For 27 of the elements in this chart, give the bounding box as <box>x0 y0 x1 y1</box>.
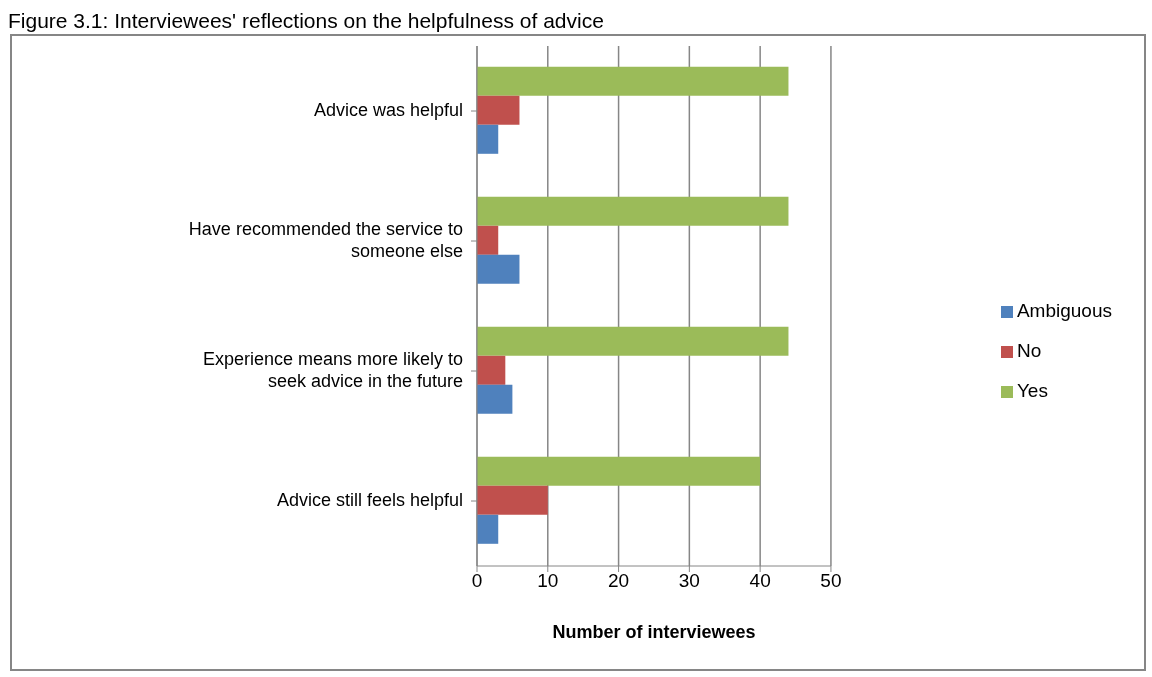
x-axis-title: Number of interviewees <box>552 622 756 642</box>
bar <box>477 456 761 486</box>
bar <box>477 514 499 544</box>
x-tick-label: 20 <box>608 570 630 592</box>
bar <box>477 225 499 255</box>
bar <box>477 124 499 154</box>
x-tick-label: 0 <box>471 570 483 592</box>
y-tick-label: Have recommended the service to someone else <box>188 218 463 261</box>
x-tick-label: 30 <box>678 570 700 592</box>
y-tick-label: Experience means more likely to seek advice in the future <box>202 348 463 391</box>
x-tick-label: 40 <box>749 570 771 592</box>
bar <box>477 196 789 226</box>
bar <box>477 485 548 515</box>
x-tick-label: 50 <box>820 570 842 592</box>
bar <box>477 384 513 414</box>
bar <box>477 254 520 284</box>
bar <box>477 95 520 125</box>
text: Figure 3.1: Interviewees' reflections on the helpfulness of advice <box>8 8 605 34</box>
bar <box>477 326 789 356</box>
legend-label: No <box>1016 340 1042 361</box>
bar <box>477 355 506 385</box>
legend-label: Yes <box>1016 380 1048 401</box>
y-tick-label: Advice still feels helpful <box>276 489 463 510</box>
x-tick-label: 10 <box>537 570 559 592</box>
bar <box>477 66 789 96</box>
legend-label: Ambiguous <box>1016 300 1112 321</box>
y-tick-label: Advice was helpful <box>313 99 463 120</box>
